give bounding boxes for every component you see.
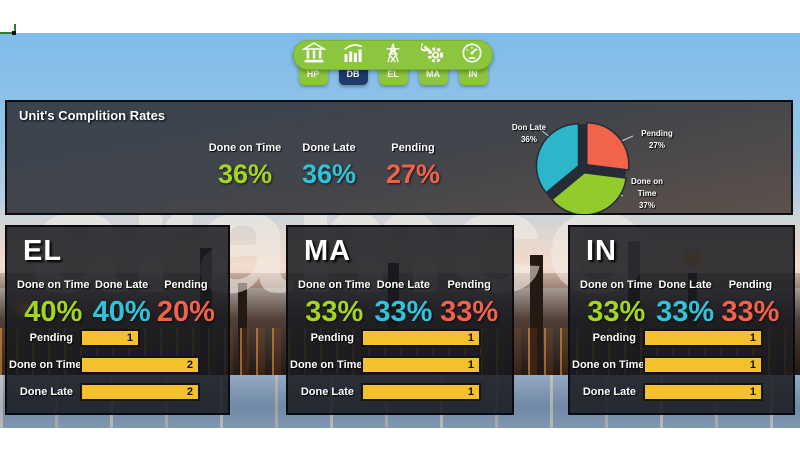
summary-stats: Done on Time 36% Done Late 36% Pending 2… (203, 142, 455, 190)
el-stat-done-late: Done Late 40% (92, 279, 151, 328)
bar-chart-icon (341, 42, 365, 69)
bar-row: Done Late 2 (9, 383, 230, 401)
nav-tab-in[interactable]: IN (458, 66, 488, 85)
bar-row: Done on Time 1 (572, 356, 795, 374)
nav-item-hp[interactable] (299, 41, 329, 69)
gauge-icon (461, 42, 483, 69)
summary-title: Unit's Complition Rates (19, 108, 166, 123)
pie-slice-done-late (535, 123, 580, 194)
pie-label-done-late: Don Late 36% (511, 123, 547, 144)
gear-wrench-icon (419, 42, 445, 69)
ma-stat-done-on-time: Done on Time 33% (298, 279, 371, 328)
summary-stat-done-on-time: Done on Time 36% (208, 142, 282, 189)
nav-icon-pill (293, 40, 493, 70)
summary-panel: Unit's Complition Rates Done on Time 36%… (5, 100, 793, 216)
main-nav: HP DB EL MA IN (293, 40, 493, 85)
nav-tab-el[interactable]: EL (378, 66, 408, 85)
summary-stat-pending: Pending 27% (385, 142, 441, 189)
nav-item-in[interactable] (457, 42, 487, 68)
unit-panel-el: EL Done on Time 40% Done Late 40% Pendin… (5, 225, 230, 415)
el-bar-chart: Pending 1 Done on Time 2 Done Late 2 (9, 329, 230, 410)
in-stat-pending: Pending 33% (721, 279, 780, 328)
unit-panel-ma: MA Done on Time 33% Done Late 33% Pendin… (286, 225, 514, 415)
in-bar-chart: Pending 1 Done on Time 1 Done Late 1 (572, 329, 795, 410)
bar-row: Done on Time 1 (290, 356, 514, 374)
unit-title-ma: MA (304, 235, 352, 267)
pie-slice-done-on-time (550, 172, 627, 216)
in-stat-done-late: Done Late 33% (656, 279, 715, 328)
power-tower-icon (382, 42, 404, 69)
bar-row: Done on Time 2 (9, 356, 230, 374)
el-stat-pending: Pending 20% (156, 279, 215, 328)
nav-tab-db[interactable]: DB (338, 66, 368, 85)
bank-icon (300, 41, 327, 69)
bar-row: Pending 1 (572, 329, 795, 347)
pie-label-pending: Pending 27% (641, 129, 673, 150)
bar-row: Done Late 1 (572, 383, 795, 401)
nav-item-el[interactable] (378, 42, 408, 68)
nav-tab-ma[interactable]: MA (418, 66, 448, 85)
ma-stats: Done on Time 33% Done Late 33% Pending 3… (288, 279, 512, 329)
unit-title-el: EL (23, 235, 63, 267)
in-stats: Done on Time 33% Done Late 33% Pending 3… (570, 279, 793, 329)
completion-pie-chart: Don Late 36% Pending 27% Done on Time 37… (505, 108, 793, 216)
unit-panel-in: IN Done on Time 33% Done Late 33% Pendin… (568, 225, 795, 415)
nav-item-ma[interactable] (418, 42, 448, 68)
pie-svg (535, 121, 634, 216)
el-stat-done-on-time: Done on Time 40% (17, 279, 90, 328)
ma-stat-done-late: Done Late 33% (374, 279, 433, 328)
unit-title-in: IN (586, 235, 617, 267)
bar-row: Pending 1 (290, 329, 514, 347)
el-stats: Done on Time 40% Done Late 40% Pending 2… (7, 279, 228, 329)
nav-tab-hp[interactable]: HP (298, 66, 328, 85)
bar-row: Pending 1 (9, 329, 230, 347)
pie-slice-pending (586, 121, 630, 171)
in-stat-done-on-time: Done on Time 33% (580, 279, 653, 328)
nav-item-db[interactable] (338, 42, 368, 68)
ma-bar-chart: Pending 1 Done on Time 1 Done Late 1 (290, 329, 514, 410)
ma-stat-pending: Pending 33% (440, 279, 499, 328)
summary-stat-done-late: Done Late 36% (301, 142, 357, 189)
nav-tabs: HP DB EL MA IN (293, 66, 493, 85)
bar-row: Done Late 1 (290, 383, 514, 401)
pie-label-done-on-time: Done on Time 37% (631, 177, 663, 210)
